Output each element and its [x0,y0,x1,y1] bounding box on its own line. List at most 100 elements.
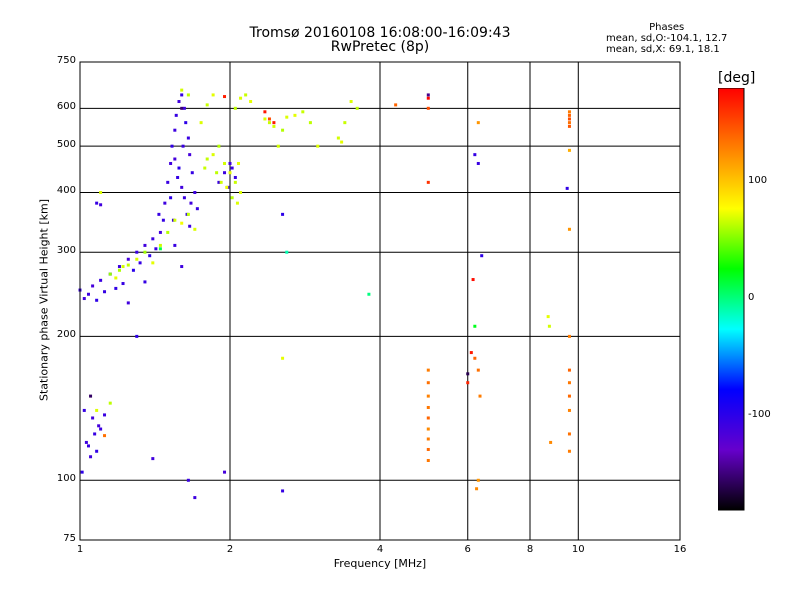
data-point [80,470,84,474]
data-point [99,203,103,207]
data-point [547,324,551,328]
data-point [173,218,177,222]
data-point [285,115,289,119]
data-point [135,257,139,261]
data-point [426,458,430,462]
data-point [293,113,297,117]
data-point [186,212,190,216]
data-point [228,171,232,175]
data-point [103,290,107,294]
data-point [91,284,95,288]
data-point [215,171,219,175]
data-point [249,100,253,104]
data-point [272,121,276,125]
data-point [182,106,186,110]
data-point [211,93,215,97]
data-point [236,161,240,165]
data-point [230,196,234,200]
data-point [93,432,97,436]
data-point [281,356,285,360]
data-point [126,301,130,305]
data-point [281,128,285,132]
data-point [151,237,155,241]
data-point [173,157,177,161]
x-axis-label: Frequency [MHz] [333,557,427,570]
data-point [473,153,477,157]
colorbar-tick-label: 0 [748,292,755,303]
colorbar-tick-label: -100 [748,409,771,421]
x-tick-label: 10 [571,544,585,555]
data-point [117,265,121,269]
data-point [82,297,86,301]
data-point [426,427,430,431]
data-point [476,478,480,482]
colorbar [718,88,745,511]
data-point [138,261,142,265]
data-point [103,434,107,438]
phase-stats-o-mode: mean, sd,O:-104.1, 12.7 [606,33,728,44]
data-point [126,257,130,261]
data-point [281,212,285,216]
data-point [157,212,161,216]
data-point [166,230,170,234]
data-point [355,106,359,110]
data-point [103,413,107,417]
data-point [95,201,99,205]
data-point [567,408,571,412]
data-point [217,180,221,184]
data-point [471,278,475,282]
data-point [158,230,162,234]
data-point [239,96,243,100]
data-point [567,381,571,385]
x-tick-label: 1 [76,544,84,555]
colorbar-tick-label: 100 [748,174,768,186]
y-tick-label: 300 [56,245,76,257]
data-point [426,106,430,110]
data-point [239,190,243,194]
data-point [565,186,569,190]
data-points [78,88,571,500]
phase-stats-box: Phases mean, sd,O:-104.1, 12.7 mean, sd,… [606,22,727,55]
data-point [151,457,155,461]
data-point [567,148,571,152]
x-tick-label: 16 [673,544,687,555]
data-point [263,110,267,114]
data-point [161,218,165,222]
data-point [469,351,473,355]
grid-lines [80,62,680,540]
data-point [205,103,209,107]
data-point [567,394,571,398]
y-tick-label: 100 [56,473,76,485]
data-point [426,368,430,372]
data-point [473,324,477,328]
data-point [567,334,571,338]
data-point [99,427,103,431]
data-point [89,455,93,459]
data-point [189,201,193,205]
data-point [186,136,190,140]
data-point [176,175,180,179]
chart-title: Tromsø 20160108 16:08:00-16:09:43 [249,25,511,41]
data-point [475,487,479,491]
data-point [180,93,184,97]
data-point [173,128,177,132]
data-point [205,157,209,161]
data-point [181,144,185,148]
data-point [233,106,237,110]
data-point [549,440,553,444]
data-point [476,121,480,125]
data-point [276,144,280,148]
data-point [89,394,93,398]
data-point [285,250,289,254]
data-point [126,263,130,267]
data-point [169,196,173,200]
data-point [567,227,571,231]
data-point [188,153,192,157]
data-point [193,227,197,231]
data-point [180,88,184,92]
data-point [170,144,174,148]
data-point [233,175,237,179]
data-point [478,394,482,398]
data-point [466,372,470,376]
data-point [184,121,188,125]
